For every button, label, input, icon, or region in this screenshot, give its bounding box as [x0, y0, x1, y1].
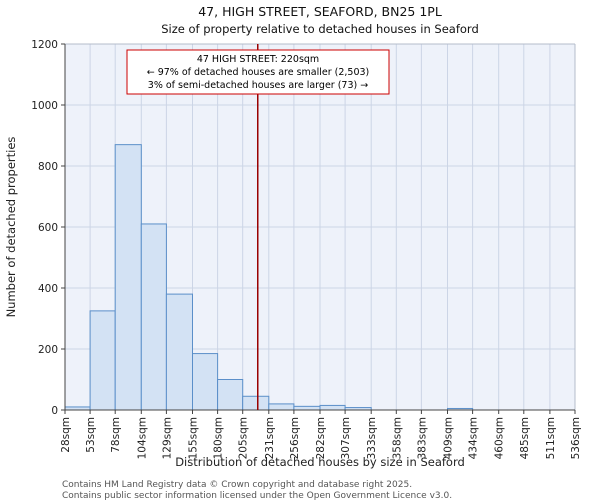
x-tick-label: 256sqm	[289, 417, 301, 459]
x-tick-label: 205sqm	[238, 417, 250, 459]
x-tick-label: 282sqm	[315, 417, 327, 459]
bar	[89, 310, 116, 411]
y-tick-label: 600	[38, 222, 58, 234]
y-tick-label: 1000	[31, 100, 58, 112]
x-tick-label: 307sqm	[340, 417, 352, 459]
annotation-line3: 3% of semi-detached houses are larger (7…	[148, 80, 368, 91]
x-axis-label: Distribution of detached houses by size …	[175, 455, 465, 469]
annotation-rect	[126, 49, 390, 95]
bar	[293, 405, 321, 411]
x-tick-label: 53sqm	[85, 417, 97, 453]
x-tick-label: 460sqm	[494, 417, 506, 459]
x-tick-label: 409sqm	[443, 417, 455, 459]
footer-line2: Contains public sector information licen…	[62, 491, 453, 500]
plot-layer: 0 200 400 600 800 1000 1200 28sqm 53sqm 78sqm 104s…	[31, 39, 582, 459]
x-tick-label: 485sqm	[519, 417, 531, 459]
x-tick-label: 333sqm	[366, 417, 378, 459]
bar	[140, 223, 167, 411]
bar	[242, 395, 270, 411]
bar	[192, 353, 219, 411]
y-tick-label: 200	[38, 344, 58, 356]
chart-svg: 47, HIGH STREET, SEAFORD, BN25 1PL Size …	[4, 4, 582, 469]
x-tick-label: 358sqm	[391, 417, 403, 459]
bar	[217, 379, 244, 411]
chart-subtitle: Size of property relative to detached ho…	[161, 22, 479, 36]
annotation-line2: ← 97% of detached houses are smaller (2,…	[147, 67, 370, 78]
bar	[319, 404, 346, 411]
footer: Contains HM Land Registry data © Crown c…	[0, 478, 600, 500]
footer-line1: Contains HM Land Registry data © Crown c…	[62, 480, 413, 490]
y-tick-label: 400	[38, 283, 58, 295]
y-tick-label: 1200	[31, 39, 58, 51]
x-tick-label: 180sqm	[213, 417, 225, 459]
x-tick-label: 155sqm	[188, 417, 200, 459]
bar	[114, 144, 142, 411]
bar	[268, 403, 295, 411]
x-tick-label: 383sqm	[416, 417, 428, 459]
y-tick-label: 800	[38, 161, 58, 173]
x-tick-label: 104sqm	[136, 417, 148, 459]
bar	[165, 293, 194, 411]
chart-title: 47, HIGH STREET, SEAFORD, BN25 1PL	[198, 4, 442, 19]
x-tick-label: 536sqm	[570, 417, 582, 459]
x-tick-label: 434sqm	[468, 417, 480, 459]
y-axis-label: Number of detached properties	[4, 137, 18, 318]
x-tick-label: 511sqm	[545, 417, 557, 459]
y-tick-label: 0	[51, 405, 58, 417]
x-tick-label: 231sqm	[264, 417, 276, 459]
x-tick-label: 28sqm	[60, 417, 72, 453]
annotation-box: 47 HIGH STREET: 220sqm ← 97% of detached…	[126, 49, 390, 95]
annotation-line1: 47 HIGH STREET: 220sqm	[197, 54, 319, 65]
x-tick-label: 129sqm	[161, 417, 173, 459]
x-tick-label: 78sqm	[110, 417, 122, 453]
